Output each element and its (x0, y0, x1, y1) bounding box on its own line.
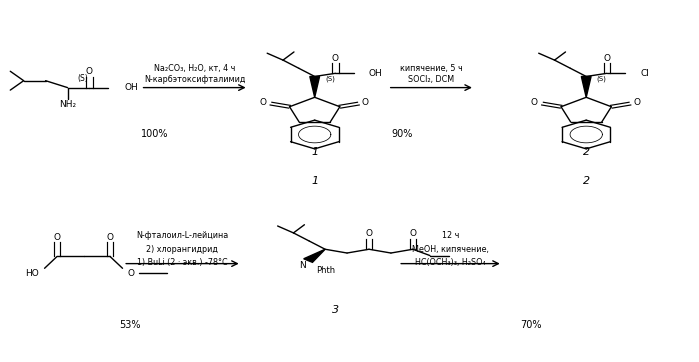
Text: 53%: 53% (120, 320, 141, 330)
Polygon shape (582, 76, 591, 97)
Text: O: O (332, 54, 339, 63)
Text: NH₂: NH₂ (59, 100, 76, 109)
Text: O: O (531, 98, 538, 108)
Text: O: O (366, 229, 373, 238)
Text: O: O (106, 232, 113, 241)
Text: 3: 3 (332, 305, 339, 315)
Text: 2: 2 (583, 176, 590, 186)
Text: 2) хлорангидрид: 2) хлорангидрид (147, 245, 218, 254)
Text: O: O (633, 98, 640, 108)
Text: OH: OH (124, 83, 138, 92)
Text: (S): (S) (596, 75, 607, 81)
Text: O: O (259, 98, 266, 108)
Text: 1: 1 (311, 176, 318, 186)
Text: Phth: Phth (317, 266, 336, 275)
Text: Na₂CO₃, H₂O, кт, 4 ч: Na₂CO₃, H₂O, кт, 4 ч (154, 63, 236, 72)
Text: 90%: 90% (391, 129, 412, 139)
Polygon shape (310, 76, 319, 97)
Text: OH: OH (369, 69, 383, 78)
Text: HC(OCH₃)₃, H₂SO₄: HC(OCH₃)₃, H₂SO₄ (415, 258, 486, 268)
Text: Cl: Cl (640, 69, 649, 78)
Text: 12 ч: 12 ч (442, 231, 459, 240)
Text: SOCl₂, DCM: SOCl₂, DCM (408, 75, 454, 84)
Text: O: O (127, 269, 134, 278)
Text: O: O (410, 229, 417, 238)
Text: 1: 1 (311, 147, 318, 157)
Text: N: N (299, 261, 306, 270)
Text: O: O (54, 232, 61, 241)
Text: N-фталоил-L-лейцина: N-фталоил-L-лейцина (136, 231, 229, 240)
Text: (S): (S) (325, 75, 335, 81)
Text: HO: HO (25, 269, 39, 278)
Polygon shape (303, 249, 325, 262)
Text: 100%: 100% (140, 129, 168, 139)
Text: O: O (603, 54, 610, 63)
Text: кипячение, 5 ч: кипячение, 5 ч (400, 63, 463, 72)
Text: O: O (362, 98, 369, 108)
Text: (S): (S) (78, 74, 88, 83)
Text: 70%: 70% (520, 320, 541, 330)
Text: N-карбэтоксифталимид: N-карбэтоксифталимид (144, 75, 245, 84)
Text: 1) BuLi (2 · экв.) -78°C: 1) BuLi (2 · экв.) -78°C (137, 258, 228, 268)
Text: O: O (86, 67, 93, 76)
Text: 2: 2 (583, 147, 590, 157)
Text: MeOH, кипячение,: MeOH, кипячение, (412, 245, 489, 254)
